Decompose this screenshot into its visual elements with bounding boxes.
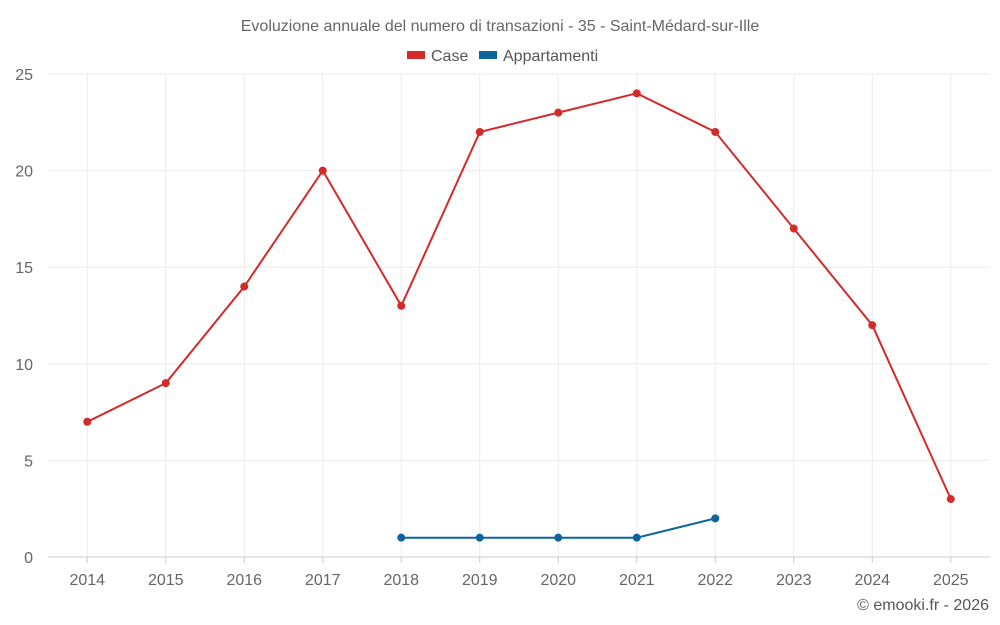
x-tick-label: 2019 [462, 572, 498, 589]
series-group [83, 89, 955, 542]
data-point-case [397, 301, 406, 310]
data-point-case [554, 108, 563, 117]
data-point-case [161, 379, 170, 388]
x-tick-label: 2017 [305, 572, 341, 589]
data-point-case [868, 321, 877, 330]
legend: Case Appartamenti [407, 48, 598, 65]
y-tick-label: 20 [15, 164, 33, 181]
data-point-case [632, 89, 641, 98]
legend-swatch-appartamenti [479, 51, 497, 59]
chart-title: Evoluzione annuale del numero di transaz… [241, 18, 760, 35]
x-axis: 2014 2015 2016 2017 2018 2019 2020 2021 2022 2023… [48, 556, 990, 589]
x-tick-label: 2025 [933, 572, 969, 589]
data-point-case [318, 166, 327, 175]
data-point-case [789, 224, 798, 233]
y-tick-label: 10 [15, 357, 33, 374]
legend-label-case: Case [431, 48, 468, 65]
y-axis: 0 5 10 15 20 25 [15, 67, 33, 567]
y-tick-label: 15 [15, 260, 33, 277]
y-tick-label: 5 [24, 453, 33, 470]
grid [48, 73, 990, 557]
data-point-appartamenti [632, 533, 641, 542]
data-point-appartamenti [554, 533, 563, 542]
y-tick-label: 25 [15, 67, 33, 84]
x-tick-label: 2014 [69, 572, 105, 589]
x-tick-label: 2024 [854, 572, 890, 589]
data-point-case [946, 495, 955, 504]
x-tick-label: 2015 [148, 572, 184, 589]
data-point-appartamenti [711, 514, 720, 523]
credit-text: © emooki.fr - 2026 [857, 597, 989, 614]
data-point-case [240, 282, 249, 291]
data-point-case [711, 127, 720, 136]
legend-swatch-case [407, 51, 425, 59]
x-tick-label: 2023 [776, 572, 812, 589]
data-point-case [475, 127, 484, 136]
x-tick-label: 2020 [540, 572, 576, 589]
series-line-case [86, 92, 952, 500]
x-tick-label: 2022 [697, 572, 733, 589]
data-point-case [83, 417, 92, 426]
y-tick-label: 0 [24, 550, 33, 567]
x-tick-label: 2018 [383, 572, 419, 589]
legend-label-appartamenti: Appartamenti [503, 48, 598, 65]
data-point-appartamenti [397, 533, 406, 542]
x-tick-label: 2016 [226, 572, 262, 589]
data-point-appartamenti [475, 533, 484, 542]
x-tick-label: 2021 [619, 572, 655, 589]
